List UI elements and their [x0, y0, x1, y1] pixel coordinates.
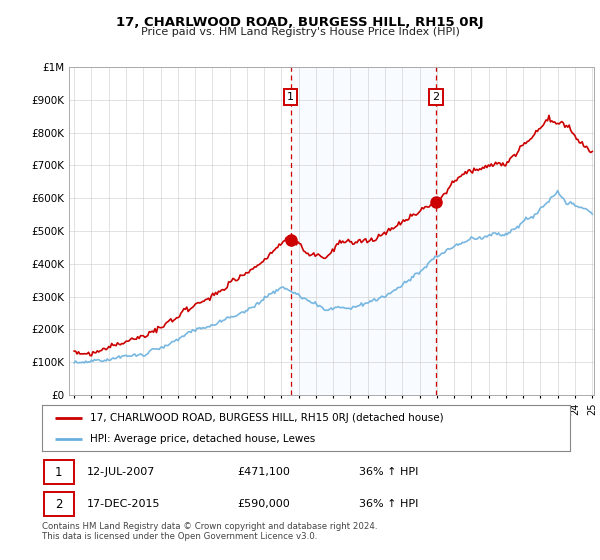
- Text: 17, CHARLWOOD ROAD, BURGESS HILL, RH15 0RJ (detached house): 17, CHARLWOOD ROAD, BURGESS HILL, RH15 0…: [89, 413, 443, 423]
- Text: Contains HM Land Registry data © Crown copyright and database right 2024.
This d: Contains HM Land Registry data © Crown c…: [42, 522, 377, 542]
- Text: £590,000: £590,000: [238, 499, 290, 509]
- Text: 36% ↑ HPI: 36% ↑ HPI: [359, 467, 418, 477]
- Point: [52, 414, 59, 421]
- Point: [52, 436, 59, 442]
- FancyBboxPatch shape: [44, 492, 74, 516]
- Text: 12-JUL-2007: 12-JUL-2007: [87, 467, 155, 477]
- Text: 1: 1: [287, 92, 294, 102]
- Bar: [290, 67, 436, 395]
- Text: HPI: Average price, detached house, Lewes: HPI: Average price, detached house, Lewe…: [89, 434, 315, 444]
- Text: 2: 2: [433, 92, 440, 102]
- Text: Price paid vs. HM Land Registry's House Price Index (HPI): Price paid vs. HM Land Registry's House …: [140, 27, 460, 37]
- Text: 2: 2: [55, 498, 62, 511]
- Text: 36% ↑ HPI: 36% ↑ HPI: [359, 499, 418, 509]
- Text: £471,100: £471,100: [238, 467, 290, 477]
- Text: 17, CHARLWOOD ROAD, BURGESS HILL, RH15 0RJ: 17, CHARLWOOD ROAD, BURGESS HILL, RH15 0…: [116, 16, 484, 29]
- Point: [78, 436, 85, 442]
- Text: 1: 1: [55, 466, 62, 479]
- Text: 17-DEC-2015: 17-DEC-2015: [87, 499, 160, 509]
- Point: [78, 414, 85, 421]
- FancyBboxPatch shape: [44, 460, 74, 484]
